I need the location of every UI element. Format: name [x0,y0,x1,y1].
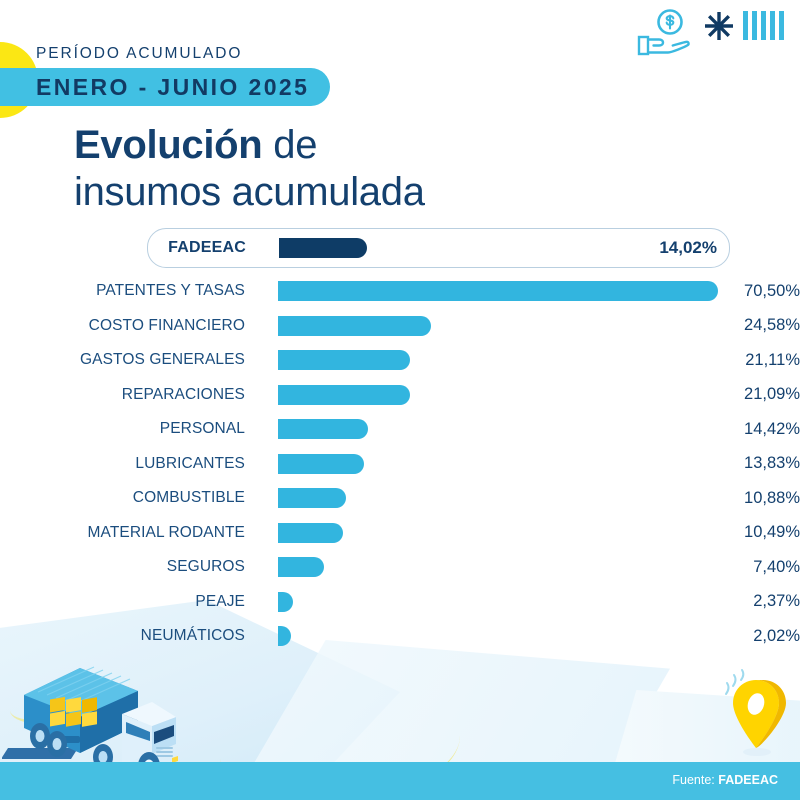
bar-row-value: 2,37% [753,592,800,611]
period-label: ENERO - JUNIO 2025 [36,74,310,100]
highlight-row-fadeeac: FADEEAC 14,02% [147,228,730,268]
bar-chart-row: GASTOS GENERALES 21,11% [0,343,800,378]
vertical-bars-icon [743,11,784,40]
bar-row-fill [278,281,718,302]
bar-row-track [278,315,718,336]
period-pill-background [0,68,330,106]
bar-row-label: COMBUSTIBLE [132,489,245,507]
bar-chart-row: SEGUROS 7,40% [0,550,800,585]
period-kicker: PERÍODO ACUMULADO [36,45,243,62]
bar-row-value: 2,02% [753,626,800,645]
asterisk-icon [704,11,734,46]
page-title-line2: insumos acumulada [74,170,425,214]
highlight-row-track [279,238,631,258]
bar-row-fill [278,522,344,543]
bar-row-fill [278,350,410,371]
bar-row-fill [278,557,325,578]
cargo-truck-icon [1,662,192,787]
bar-row-value: 10,49% [744,523,800,542]
bar-chart-rows: PATENTES Y TASAS 70,50% COSTO FINANCIERO 24… [0,274,800,654]
bar-row-label: COSTO FINANCIERO [88,316,245,334]
bar-row-value: 13,83% [744,454,800,473]
bar-row-track [278,419,718,440]
page-title-bold: Evolución [74,123,263,167]
bar-row-label: PERSONAL [159,420,245,438]
bar-row-track [278,384,718,405]
bar-row-label: MATERIAL RODANTE [87,523,245,541]
bar-row-track [278,557,718,578]
footer-source: Fuente: FADEEAC [672,773,778,787]
header-icon-cluster [637,8,784,63]
bar-row-label: GASTOS GENERALES [80,351,245,369]
bar-row-track [278,591,718,612]
footer-source-label: Fuente: [672,773,715,787]
bar-row-value: 10,88% [744,488,800,507]
bar-row-value: 24,58% [744,316,800,335]
bar-chart-row: PEAJE 2,37% [0,585,800,620]
bar-chart: FADEEAC 14,02% PATENTES Y TASAS 70,50% COS… [0,228,800,654]
bar-row-fill [278,419,368,440]
bar-row-fill [278,453,365,474]
page-title-rest: de [262,123,318,167]
highlight-row-label: FADEEAC [168,239,246,256]
bar-row-value: 14,42% [744,419,800,438]
footer-source-value: FADEEAC [718,773,778,787]
hand-holding-dollar-icon [637,8,695,63]
bar-row-label: LUBRICANTES [135,454,245,472]
bar-row-label: PEAJE [195,592,245,610]
bar-row-track [278,281,718,302]
bar-row-value: 21,11% [745,350,800,369]
bar-row-track [278,350,718,371]
bar-row-fill [278,591,293,612]
bar-row-value: 7,40% [753,557,800,576]
bar-row-track [278,626,718,647]
bar-chart-row: REPARACIONES 21,09% [0,378,800,413]
bar-row-value: 70,50% [744,281,800,300]
bar-chart-row: PATENTES Y TASAS 70,50% [0,274,800,309]
bar-row-label: NEUMÁTICOS [140,627,245,645]
bar-row-label: PATENTES Y TASAS [96,282,245,300]
bar-chart-row: PERSONAL 14,42% [0,412,800,447]
bar-row-track [278,453,718,474]
bar-chart-row: NEUMÁTICOS 2,02% [0,619,800,654]
bar-chart-row: COSTO FINANCIERO 24,58% [0,309,800,344]
bar-row-fill [278,315,432,336]
bar-row-fill [278,384,410,405]
bar-chart-row: MATERIAL RODANTE 10,49% [0,516,800,551]
bar-row-value: 21,09% [744,385,800,404]
bar-chart-row: COMBUSTIBLE 10,88% [0,481,800,516]
highlight-row-bar [279,238,367,258]
map-pin-icon [716,668,790,765]
bar-row-fill [278,488,346,509]
bar-row-track [278,522,718,543]
footer-bar [0,762,800,800]
bar-chart-row: LUBRICANTES 13,83% [0,447,800,482]
bar-row-track [278,488,718,509]
bar-row-label: SEGUROS [166,558,245,576]
bar-row-fill [278,626,291,647]
page-title: Evolución de insumos acumulada [74,122,425,216]
highlight-row-value: 14,02% [659,238,717,257]
bar-row-label: REPARACIONES [121,385,245,403]
